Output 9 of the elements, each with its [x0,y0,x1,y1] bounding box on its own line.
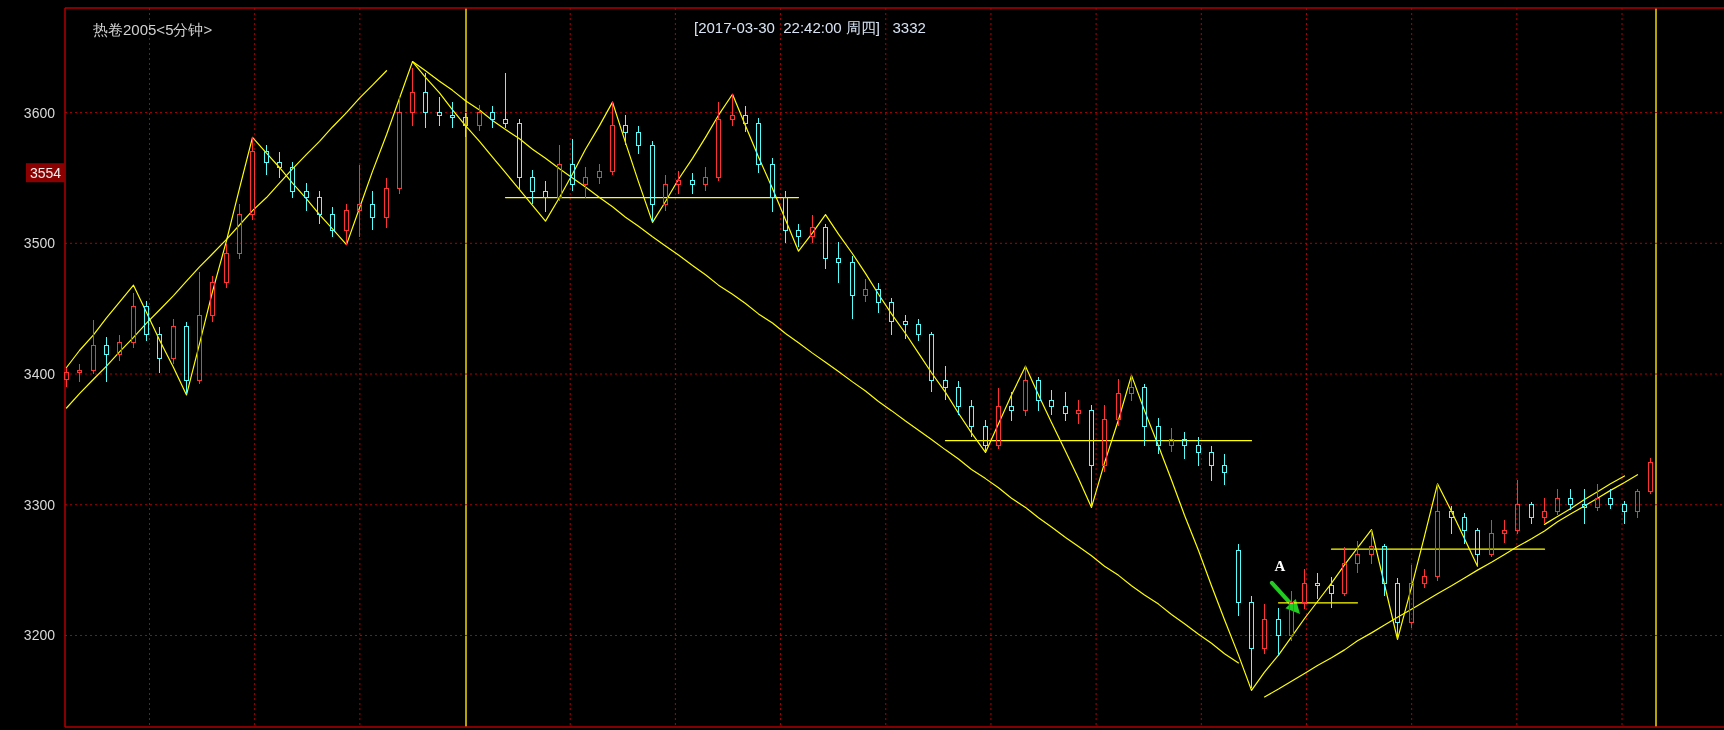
title: 热卷2005<5分钟> [93,20,213,38]
subtitle: [2017-03-30 22:42:00 周四] 3332 [694,18,926,36]
annotation: A [1274,558,1286,574]
y-tick-label: 3500 [23,235,56,252]
y-tick-label: 3300 [23,496,56,513]
price-tag: 3554 [26,163,65,183]
y-tick-label: 3600 [23,104,56,121]
y-tick-label: 3400 [23,366,56,383]
y-tick-label: 3200 [23,627,56,644]
